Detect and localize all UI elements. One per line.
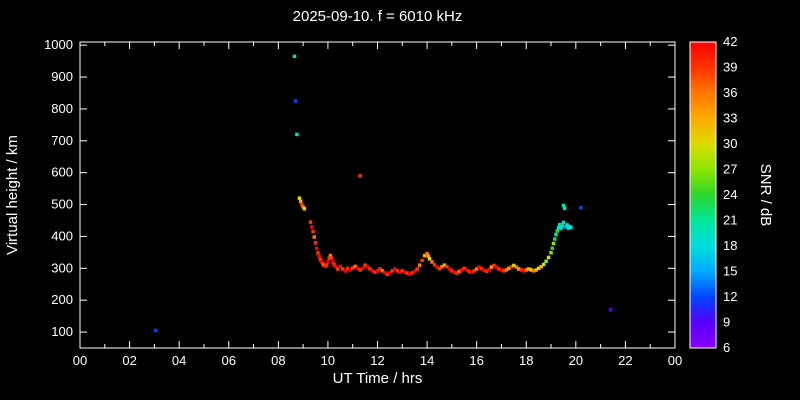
svg-text:04: 04 xyxy=(172,353,186,368)
svg-text:1000: 1000 xyxy=(44,37,73,52)
svg-text:600: 600 xyxy=(51,165,73,180)
svg-text:12: 12 xyxy=(370,353,384,368)
svg-text:6: 6 xyxy=(723,340,730,355)
svg-text:00: 00 xyxy=(668,353,682,368)
svg-text:16: 16 xyxy=(469,353,483,368)
svg-text:08: 08 xyxy=(271,353,285,368)
svg-text:24: 24 xyxy=(723,187,737,202)
svg-text:400: 400 xyxy=(51,228,73,243)
svg-text:700: 700 xyxy=(51,133,73,148)
svg-text:06: 06 xyxy=(222,353,236,368)
svg-text:12: 12 xyxy=(723,289,737,304)
svg-text:200: 200 xyxy=(51,292,73,307)
svg-text:36: 36 xyxy=(723,85,737,100)
svg-text:18: 18 xyxy=(723,238,737,253)
svg-text:9: 9 xyxy=(723,315,730,330)
svg-text:27: 27 xyxy=(723,162,737,177)
svg-text:30: 30 xyxy=(723,136,737,151)
svg-text:300: 300 xyxy=(51,260,73,275)
svg-text:14: 14 xyxy=(420,353,434,368)
svg-text:10: 10 xyxy=(321,353,335,368)
svg-text:33: 33 xyxy=(723,111,737,126)
x-axis-label: UT Time / hrs xyxy=(332,370,423,387)
svg-text:20: 20 xyxy=(569,353,583,368)
svg-text:00: 00 xyxy=(73,353,87,368)
svg-text:900: 900 xyxy=(51,69,73,84)
svg-text:02: 02 xyxy=(122,353,136,368)
svg-text:800: 800 xyxy=(51,101,73,116)
svg-text:42: 42 xyxy=(723,34,737,49)
svg-text:22: 22 xyxy=(618,353,632,368)
svg-text:21: 21 xyxy=(723,213,737,228)
svg-text:15: 15 xyxy=(723,264,737,279)
chart-title: 2025-09-10. f = 6010 kHz xyxy=(292,8,463,25)
svg-text:500: 500 xyxy=(51,197,73,212)
svg-text:18: 18 xyxy=(519,353,533,368)
svg-text:100: 100 xyxy=(51,324,73,339)
svg-text:39: 39 xyxy=(723,60,737,75)
